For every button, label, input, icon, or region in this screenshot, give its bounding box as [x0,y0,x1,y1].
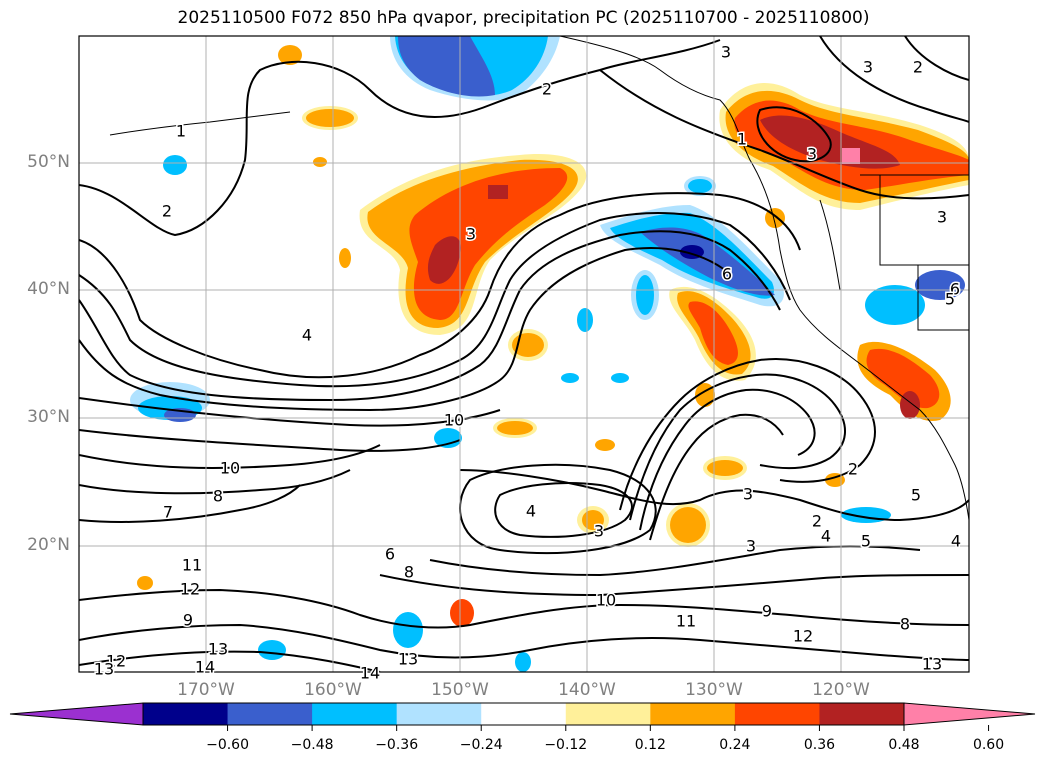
colorbar-tick-label: −0.48 [290,737,334,753]
contour-label: 2 [848,460,858,479]
precip-shading [130,36,969,672]
contour-label: 3 [746,537,756,556]
colorbar-tick-label: 0.48 [888,737,920,753]
contour-label: 14 [195,658,215,677]
colorbar-tick-label: 0.60 [972,737,1005,753]
lon-label-120w: 120°W [812,680,870,700]
colorbar-tick-label: −0.36 [375,737,419,753]
colorbar-swatch [481,703,567,725]
colorbar-swatch [565,703,651,725]
contour-label: 3 [743,485,753,504]
contour-label: 12 [793,627,813,646]
colorbar-extend-low [9,702,144,726]
contour-label: 13 [94,660,114,679]
contour-label: 5 [911,486,921,505]
contour-label: 10 [444,411,464,430]
colorbar-outline [142,702,905,726]
colorbar-tick-label: 0.12 [634,737,666,753]
contour-label: 4 [821,527,831,546]
contour-label: 13 [398,650,418,669]
contour-label: 4 [302,326,312,345]
contour-label: 9 [183,611,193,630]
contour-label: 5 [945,290,955,309]
lat-label-30n: 30°N [27,407,70,427]
colorbar-swatch [734,703,820,725]
contour-label: 6 [950,280,960,299]
contour-label: 5 [861,532,871,551]
coastlines [109,36,969,521]
colorbar-swatch [227,703,313,725]
colorbar-tick-label: −0.24 [459,737,503,753]
contour-label: 10 [596,591,616,610]
lat-label-40n: 40°N [27,279,70,299]
lon-label-130w: 130°W [685,680,743,700]
contour-label: 3 [721,43,731,62]
contour-label: 2 [913,58,923,77]
lat-label-20n: 20°N [27,535,70,555]
qvapor-contours [79,36,969,672]
colorbar-extend-high [903,702,1036,726]
contour-label: 3 [466,225,476,244]
contour-label: 11 [182,556,202,575]
lon-label-170w: 170°W [177,680,235,700]
contour-label: 7 [163,503,173,522]
contour-label: 2 [542,80,552,99]
map-frame [78,35,970,673]
lon-label-140w: 140°W [558,680,616,700]
contour-label: 8 [213,487,223,506]
contour-label: 10 [220,459,240,478]
lat-label-50n: 50°N [27,152,70,172]
colorbar-swatch [650,703,736,725]
contour-label: 1 [176,122,186,141]
colorbar-tick-label: −0.60 [206,737,249,753]
contour-label: 3 [594,522,604,541]
contour-label: 6 [722,265,732,284]
contour-label: 2 [162,202,172,221]
colorbar-swatch [143,703,229,725]
contour-label: 8 [900,615,910,634]
colorbar-swatch [819,703,905,725]
figure-title: 2025110500 F072 850 hPa qvapor, precipit… [177,8,870,28]
contour-label: 6 [385,545,395,564]
contour-label: 11 [676,612,696,631]
contour-label: 3 [863,58,873,77]
contour-label: 4 [526,502,536,521]
contour-label: 9 [762,602,772,621]
lon-label-160w: 160°W [304,680,362,700]
contour-label: 3 [807,145,817,164]
lon-label-150w: 150°W [431,680,489,700]
contour-label: 12 [180,580,200,599]
contour-label: 13 [208,640,228,659]
colorbar [9,702,1036,731]
colorbar-tick-label: 0.36 [803,737,836,753]
contour-label: 4 [951,532,961,551]
contour-label: 8 [404,563,414,582]
contour-label: 13 [922,655,942,674]
contour-label: 3 [937,208,947,227]
colorbar-tick-label: −0.12 [544,737,588,753]
colorbar-tick-label: 0.24 [719,737,751,753]
contour-label: 12 [106,652,126,671]
contour-label: 14 [360,664,380,683]
colorbar-swatch [396,703,482,725]
contour-label: 2 [812,512,822,531]
graticule [79,36,969,672]
contour-label: 1 [737,130,747,149]
colorbar-swatch [312,703,398,725]
